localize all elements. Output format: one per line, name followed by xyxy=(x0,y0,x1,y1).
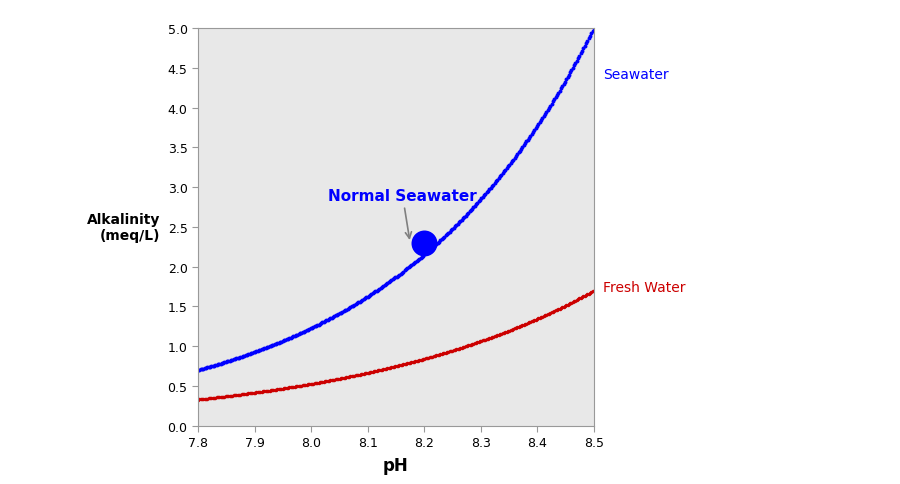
Point xyxy=(417,240,431,247)
Text: Fresh Water: Fresh Water xyxy=(603,281,686,295)
Text: Seawater: Seawater xyxy=(603,68,669,82)
X-axis label: pH: pH xyxy=(383,456,409,474)
Text: Normal Seawater: Normal Seawater xyxy=(328,188,477,239)
Y-axis label: Alkalinity
(meq/L): Alkalinity (meq/L) xyxy=(87,212,160,242)
